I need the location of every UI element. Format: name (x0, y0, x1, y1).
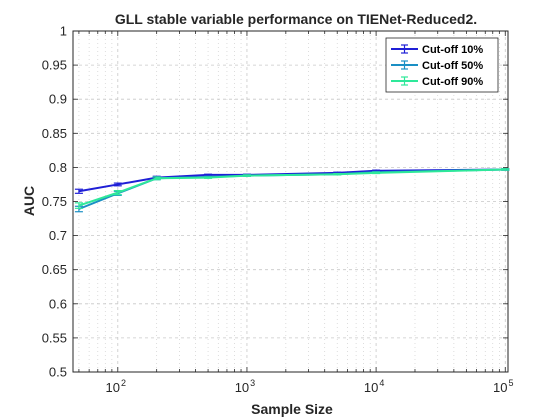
y-tick-label: 0.75 (42, 194, 67, 209)
y-tick-label: 0.6 (49, 296, 67, 311)
x-tick-label: 105 (493, 378, 513, 395)
y-tick-label: 0.9 (49, 92, 67, 107)
y-tick-label: 1 (60, 24, 67, 39)
legend-label: Cut-off 50% (422, 60, 483, 72)
error-bar (333, 172, 342, 176)
y-tick-label: 0.85 (42, 126, 67, 141)
series-line (78, 168, 506, 207)
y-tick-label: 0.5 (49, 365, 67, 380)
y-tick-label: 0.55 (42, 330, 67, 345)
legend-entry: Cut-off 10% (391, 44, 483, 56)
error-bar (152, 176, 161, 181)
error-bar (113, 189, 122, 196)
chart-title: GLL stable variable performance on TIENe… (115, 11, 477, 27)
error-bar (204, 176, 213, 179)
y-tick-label: 0.95 (42, 58, 67, 73)
x-tick-label: 102 (106, 378, 126, 395)
legend-label: Cut-off 10% (422, 44, 483, 56)
error-bar (74, 202, 83, 209)
legend-label: Cut-off 90% (422, 76, 483, 88)
legend-entry: Cut-off 50% (391, 60, 483, 72)
axis-ticks: 0.5 0.55 0.6 0.65 0.7 0.75 0.8 0.85 0.9 0.95 1 102 1… (42, 24, 514, 396)
y-tick-label: 0.8 (49, 160, 67, 175)
x-tick-label: 103 (235, 378, 255, 395)
x-axis-label: Sample Size (251, 401, 333, 417)
series-3 (74, 168, 510, 209)
error-bar (113, 182, 122, 187)
legend-entry: Cut-off 90% (391, 76, 483, 88)
y-tick-label: 0.65 (42, 262, 67, 277)
error-bar (74, 188, 83, 194)
y-tick-label: 0.7 (49, 228, 67, 243)
x-tick-label: 104 (364, 378, 384, 395)
error-bar (242, 174, 251, 177)
legend: Cut-off 10% Cut-off 50% Cut-off 90% (385, 37, 499, 93)
error-bar (501, 168, 510, 171)
y-axis-label: AUC (21, 186, 37, 216)
series-lines (74, 168, 510, 213)
error-bar (372, 171, 381, 175)
series-line (78, 168, 506, 193)
error-bar (204, 173, 213, 177)
